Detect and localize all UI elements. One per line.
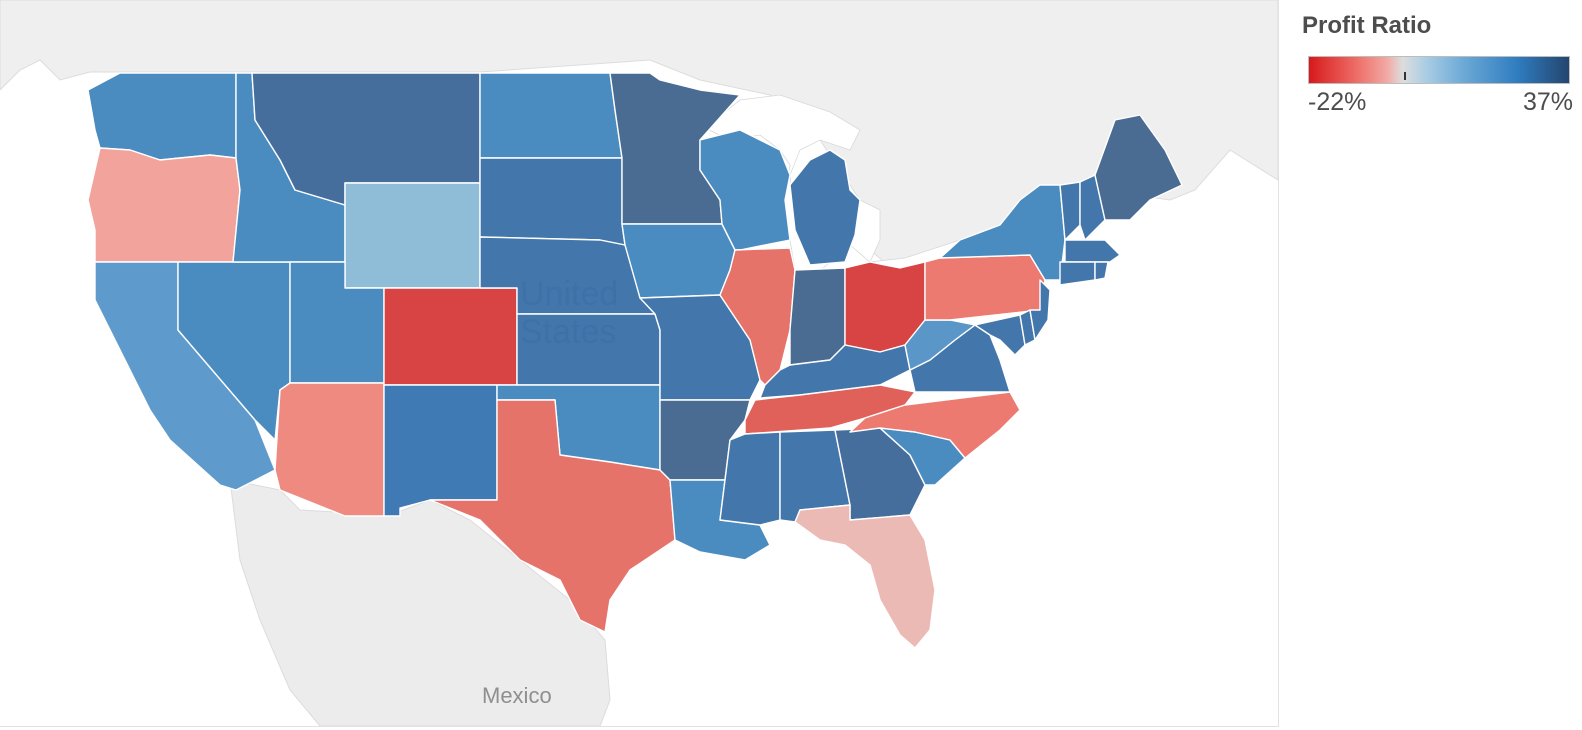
legend-title: Profit Ratio bbox=[1302, 12, 1432, 39]
state-connecticut[interactable] bbox=[1059, 261, 1096, 286]
mexico-label: Mexico bbox=[482, 683, 552, 708]
united-states-label-line2: States bbox=[520, 313, 616, 351]
state-maine[interactable] bbox=[1094, 114, 1183, 221]
state-indiana[interactable] bbox=[789, 267, 846, 366]
state-florida[interactable] bbox=[794, 504, 936, 649]
state-michigan[interactable] bbox=[789, 149, 861, 266]
state-new-mexico[interactable] bbox=[383, 384, 498, 517]
state-wyoming[interactable] bbox=[344, 182, 481, 289]
state-north-dakota[interactable] bbox=[479, 72, 623, 159]
legend: Profit Ratio -22% 37% bbox=[1298, 8, 1573, 118]
state-new-hampshire[interactable] bbox=[1079, 174, 1106, 241]
state-wisconsin[interactable] bbox=[699, 129, 791, 251]
state-colorado[interactable] bbox=[383, 287, 518, 386]
legend-max-label: 37% bbox=[1522, 88, 1573, 116]
state-illinois[interactable] bbox=[719, 247, 796, 386]
state-north-carolina[interactable] bbox=[849, 391, 1021, 459]
legend-min-label: -22% bbox=[1308, 88, 1367, 116]
state-pennsylvania[interactable] bbox=[924, 254, 1046, 321]
state-south-dakota[interactable] bbox=[479, 157, 626, 246]
legend-zero-tick bbox=[1404, 72, 1406, 80]
state-mississippi[interactable] bbox=[719, 431, 781, 526]
united-states-label-line1: United bbox=[520, 275, 618, 313]
state-arizona[interactable] bbox=[274, 382, 385, 517]
state-texas[interactable] bbox=[429, 399, 676, 633]
state-iowa[interactable] bbox=[621, 223, 736, 299]
state-new-jersey[interactable] bbox=[1029, 279, 1051, 341]
state-massachusetts[interactable] bbox=[1064, 239, 1121, 263]
state-oregon[interactable] bbox=[87, 147, 241, 263]
legend-color-ramp bbox=[1308, 56, 1570, 84]
states-layer bbox=[87, 72, 1183, 649]
state-rhode-island[interactable] bbox=[1094, 261, 1109, 281]
map-panel[interactable]: United States Mexico bbox=[0, 0, 1279, 727]
map-canvas[interactable]: United States Mexico bbox=[0, 0, 1278, 726]
state-washington[interactable] bbox=[87, 72, 237, 161]
